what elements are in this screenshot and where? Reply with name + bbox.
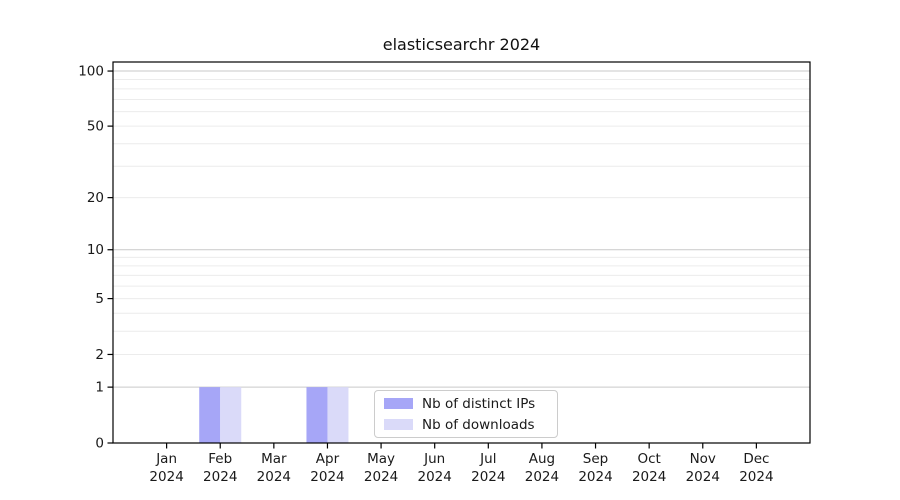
y-tick-label: 1 [95, 380, 104, 396]
x-tick-label-month: Jun [423, 451, 445, 467]
legend-label-distinct-ips: Nb of distinct IPs [422, 395, 536, 412]
y-tick-label: 100 [78, 64, 104, 80]
x-tick-label-year: 2024 [364, 469, 398, 485]
x-tick-label-year: 2024 [686, 469, 720, 485]
x-tick-label-year: 2024 [525, 469, 559, 485]
x-tick-label-month: Mar [261, 451, 287, 467]
plot-border [112, 61, 811, 444]
bar-downloads [220, 387, 242, 443]
y-tick-label: 2 [95, 347, 104, 363]
x-tick-label-month: Nov [690, 451, 716, 467]
y-tick-label: 5 [95, 291, 104, 307]
bar-distinct-ips [199, 387, 221, 443]
x-tick-label-year: 2024 [578, 469, 612, 485]
legend-item-downloads: Nb of downloads [384, 417, 548, 433]
legend-swatch-distinct-ips [384, 398, 413, 409]
x-tick-label-year: 2024 [149, 469, 183, 485]
x-tick-label-month: Sep [583, 451, 608, 467]
x-tick-label-year: 2024 [203, 469, 237, 485]
legend-item-distinct-ips: Nb of distinct IPs [384, 396, 548, 412]
y-tick-label: 10 [87, 242, 104, 258]
x-tick-label-month: Apr [316, 451, 340, 467]
y-tick-label: 20 [87, 190, 104, 206]
bar-distinct-ips [306, 387, 328, 443]
x-tick-label-month: May [367, 451, 395, 467]
y-tick-label: 0 [95, 436, 104, 452]
x-tick-label-month: Feb [208, 451, 232, 467]
x-tick-label-year: 2024 [310, 469, 344, 485]
x-tick-label-year: 2024 [471, 469, 505, 485]
y-tick-label: 50 [87, 119, 104, 135]
x-tick-label-year: 2024 [418, 469, 452, 485]
x-tick-label-year: 2024 [257, 469, 291, 485]
x-tick-label-month: Oct [637, 451, 660, 467]
x-tick-label-month: Aug [529, 451, 555, 467]
x-tick-label-month: Dec [743, 451, 769, 467]
bar-downloads [327, 387, 349, 443]
x-tick-label-year: 2024 [632, 469, 666, 485]
legend: Nb of distinct IPs Nb of downloads [374, 390, 558, 438]
x-tick-label-month: Jan [155, 451, 177, 467]
x-tick-label-year: 2024 [739, 469, 773, 485]
chart-title: elasticsearchr 2024 [382, 35, 541, 54]
legend-label-downloads: Nb of downloads [422, 416, 535, 433]
x-tick-label-month: Jul [479, 451, 496, 467]
legend-swatch-downloads [384, 419, 413, 430]
